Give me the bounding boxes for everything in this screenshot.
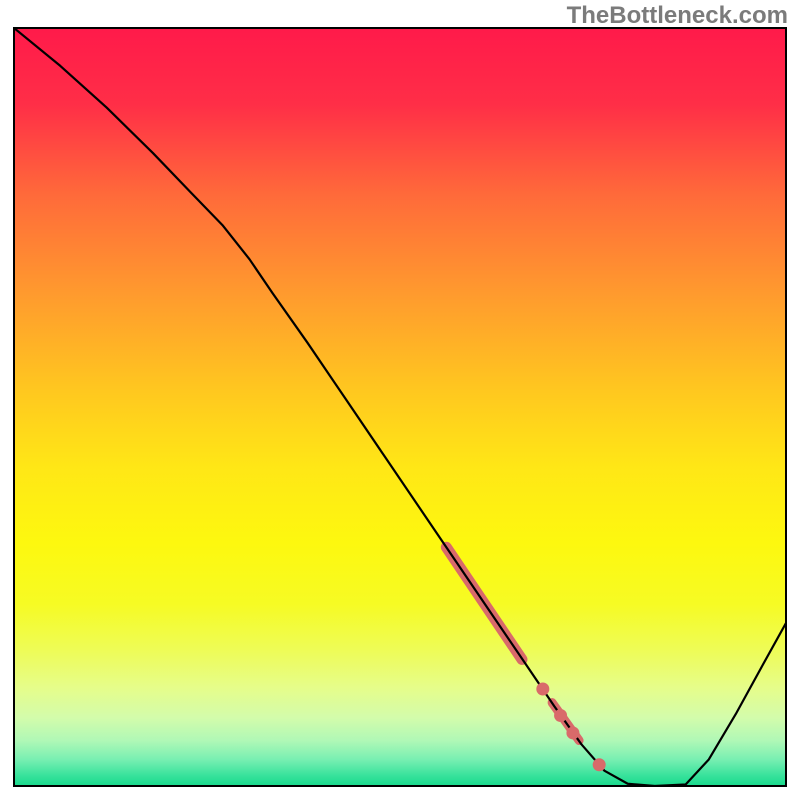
chart-overlay [0, 0, 800, 800]
bottleneck-curve [14, 28, 786, 786]
bottleneck-chart: TheBottleneck.com [0, 0, 800, 800]
plot-border [14, 28, 786, 786]
watermark-text: TheBottleneck.com [567, 2, 788, 30]
